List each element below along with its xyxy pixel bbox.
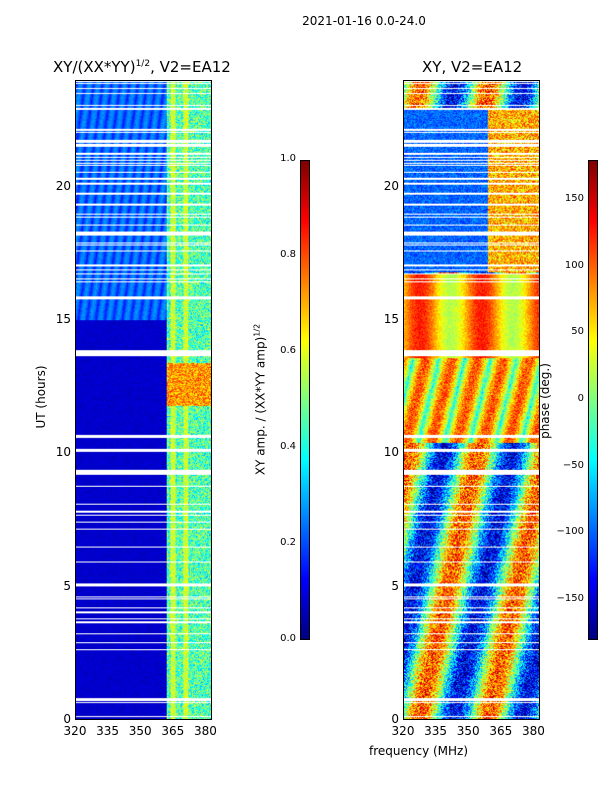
y-tick-label: 15 bbox=[383, 312, 399, 326]
x-axis-label: frequency (MHz) bbox=[369, 744, 469, 758]
colorbar-tick-label: 0.4 bbox=[280, 441, 296, 452]
left-title-prefix: XY/(XX*YY) bbox=[53, 58, 136, 76]
amplitude-colorbar-label: XY amp. / (XX*YY amp)1/2 bbox=[253, 300, 268, 500]
colorbar-label-main: XY amp. / (XX*YY amp) bbox=[253, 336, 268, 476]
y-tick-label: 20 bbox=[383, 178, 399, 193]
x-tick-label: 380 bbox=[194, 724, 217, 738]
colorbar-tick-label: 0.0 bbox=[280, 633, 296, 644]
left-y-axis-label: UT (hours) bbox=[34, 365, 48, 429]
colorbar-tick-label: 100 bbox=[564, 259, 584, 271]
colorbar-tick-label: −100 bbox=[556, 526, 584, 538]
figure-title: 2021-01-16 0.0-24.0 bbox=[302, 14, 426, 28]
right-panel-title: XY, V2=EA12 bbox=[422, 58, 523, 76]
colorbar-tick-label: 0 bbox=[577, 393, 584, 404]
y-tick-label: 10 bbox=[383, 445, 399, 460]
left-title-exponent: 1/2 bbox=[135, 59, 151, 69]
colorbar-tick-label: −50 bbox=[562, 459, 584, 471]
x-tick-label: 335 bbox=[96, 724, 120, 738]
amplitude-heatmap bbox=[75, 80, 212, 720]
colorbar-label-exponent: 1/2 bbox=[252, 323, 262, 337]
phase-colorbar bbox=[588, 160, 598, 640]
x-tick-label: 335 bbox=[424, 724, 448, 738]
y-tick-label: 5 bbox=[63, 578, 71, 593]
phase-heatmap bbox=[403, 80, 540, 720]
colorbar-tick-label: 50 bbox=[571, 326, 584, 338]
x-tick-label: 365 bbox=[489, 724, 513, 738]
y-tick-label: 15 bbox=[55, 312, 71, 326]
y-tick-label: 10 bbox=[55, 445, 71, 460]
x-tick-label: 320 bbox=[63, 724, 87, 738]
y-tick-label: 20 bbox=[55, 178, 71, 193]
y-tick-label: 0 bbox=[63, 712, 71, 726]
colorbar-tick-label: 1.0 bbox=[280, 153, 296, 164]
y-tick-label: 5 bbox=[391, 578, 399, 593]
x-tick-label: 350 bbox=[456, 724, 480, 738]
left-title-suffix: , V2=EA12 bbox=[150, 58, 231, 76]
y-tick-label: 0 bbox=[391, 712, 399, 726]
phase-colorbar-label: phase (deg.) bbox=[538, 363, 552, 439]
x-tick-label: 380 bbox=[522, 724, 545, 738]
x-tick-label: 350 bbox=[128, 724, 152, 738]
colorbar-tick-label: 0.6 bbox=[280, 345, 296, 356]
x-tick-label: 365 bbox=[161, 724, 185, 738]
colorbar-tick-label: 150 bbox=[564, 193, 584, 204]
colorbar-tick-label: 0.8 bbox=[280, 249, 296, 260]
left-panel-title: XY/(XX*YY)1/2, V2=EA12 bbox=[53, 58, 231, 76]
x-tick-label: 320 bbox=[391, 724, 415, 738]
amplitude-colorbar bbox=[300, 160, 310, 640]
colorbar-tick-label: −150 bbox=[556, 593, 584, 604]
colorbar-tick-label: 0.2 bbox=[280, 537, 296, 548]
